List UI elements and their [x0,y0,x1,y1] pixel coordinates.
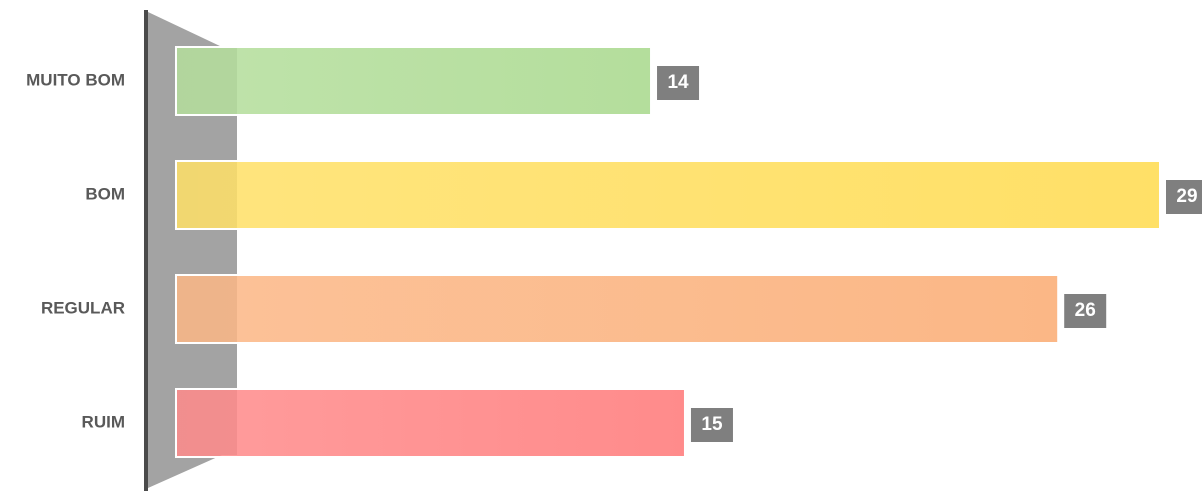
bar [175,46,653,116]
bar [175,160,1161,230]
value-label-box [1064,294,1107,328]
bar [175,388,686,458]
value-label: 14 [667,72,689,93]
value-label: 15 [701,414,723,435]
value-label-box [657,66,700,100]
value-label: 26 [1075,300,1096,321]
category-label: REGULAR [41,298,125,317]
category-label: BOM [85,184,125,203]
value-label-box [690,408,733,442]
category-label: RUIM [82,412,125,431]
value-label-box [1166,180,1202,214]
bar [175,274,1060,344]
axis-wall [148,12,237,488]
value-label: 29 [1176,186,1197,207]
category-label: MUITO BOM [26,70,125,89]
